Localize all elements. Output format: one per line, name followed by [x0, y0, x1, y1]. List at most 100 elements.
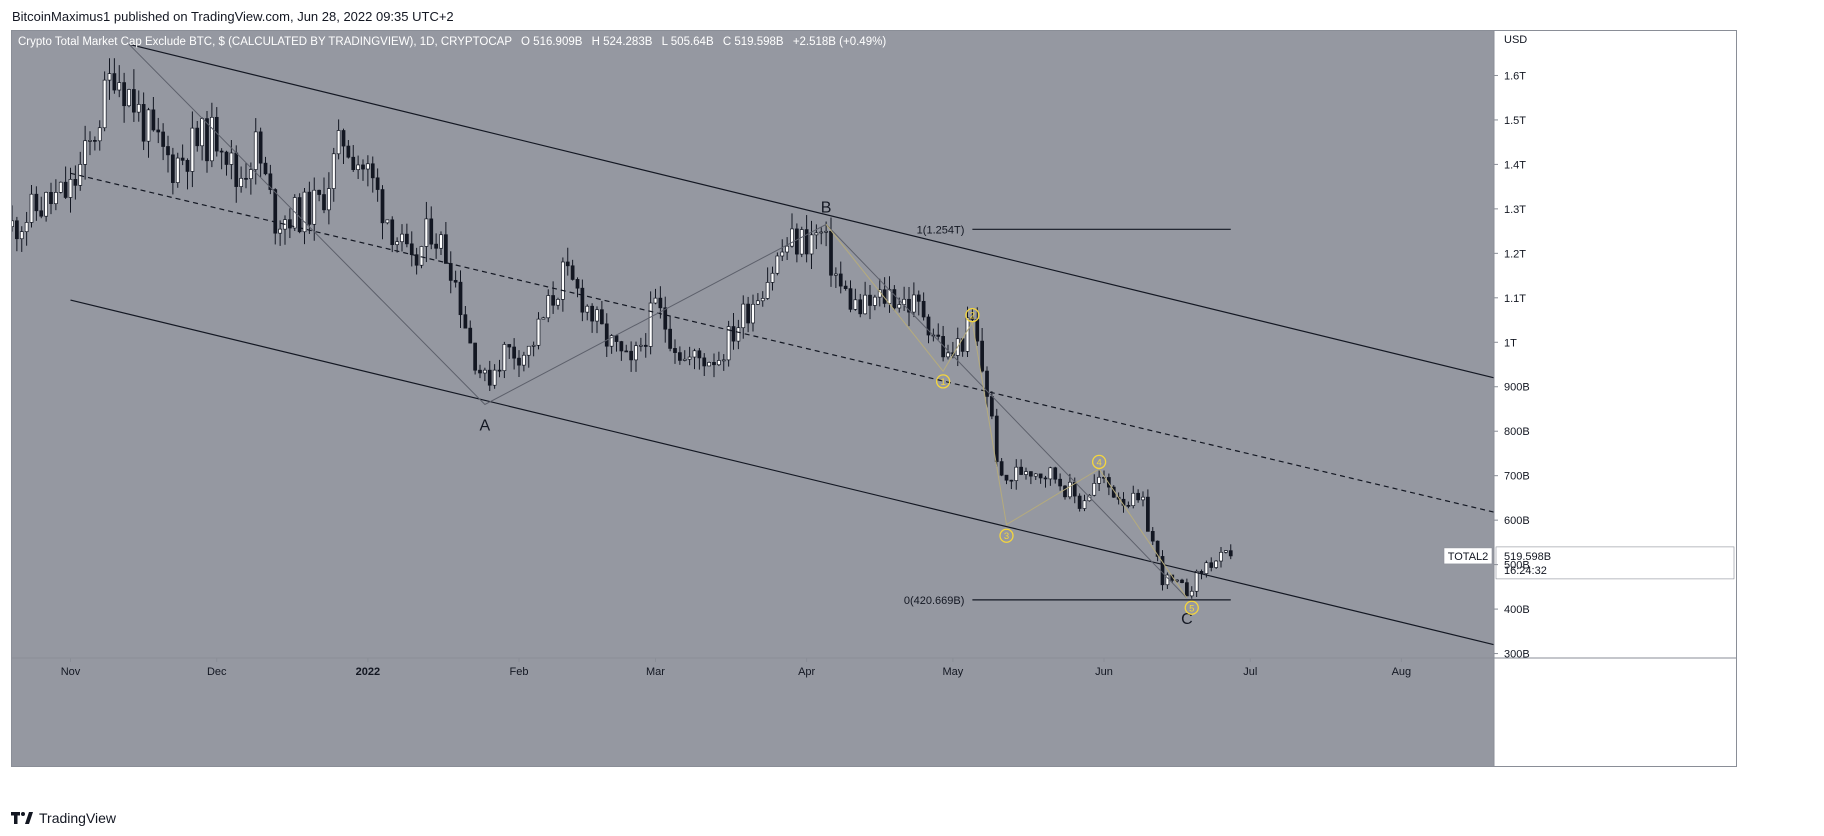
time-tick-label: Apr [798, 666, 815, 678]
candle-body [614, 335, 619, 342]
candle-body [180, 157, 185, 161]
impulse-label-circle [965, 308, 980, 323]
candle-body [366, 163, 370, 170]
candle-body [117, 82, 122, 91]
candle-body [707, 362, 711, 367]
impulse-label-5: 5 [1189, 603, 1194, 614]
candle-body [1038, 473, 1043, 479]
candle-body [49, 191, 53, 205]
candle-body [985, 370, 989, 397]
candle-body [946, 352, 950, 358]
tradingview-footer[interactable]: TradingView [11, 808, 116, 828]
candle-body [799, 229, 804, 255]
candle-body [541, 317, 546, 320]
candle-body [453, 280, 458, 283]
candle-body [575, 279, 580, 289]
candle-body [1150, 531, 1155, 542]
candle-body [107, 73, 112, 81]
candle-body [63, 181, 68, 198]
time-tick-label: May [942, 666, 963, 678]
channel-upper-line [128, 43, 1495, 379]
candle-body [1024, 471, 1028, 475]
candle-body [327, 188, 331, 211]
candle-body [658, 297, 663, 309]
candle-body [1170, 574, 1175, 581]
candle-body [756, 300, 760, 305]
candle-body [317, 189, 321, 195]
chart-frame[interactable]: 1(1.254T) 0(420.669B) A B C 1 2 3 4 5 TOTAL2 519.59… [10, 30, 1737, 767]
candle-body [1131, 492, 1136, 506]
candle-body [819, 231, 824, 234]
candle-body [1077, 495, 1082, 509]
candle-body [795, 228, 799, 255]
candle-body [736, 327, 741, 342]
time-tick-label: Nov [61, 666, 81, 678]
candle-body [122, 82, 126, 107]
candle-body [136, 104, 141, 113]
wave-label-c: C [1181, 611, 1193, 628]
candle-body [502, 344, 507, 372]
candle-body [858, 299, 863, 315]
candle-body [44, 191, 48, 217]
candle-body [151, 109, 156, 131]
time-tick-label: Jul [1243, 666, 1257, 678]
candle-body [746, 303, 750, 324]
candle-body [912, 294, 916, 313]
candle-body [83, 140, 87, 165]
candle-body [1009, 479, 1014, 482]
candle-body [224, 151, 229, 165]
candle-body [88, 140, 92, 142]
candle-body [775, 255, 780, 274]
candle-body [102, 79, 107, 129]
candle-body [600, 309, 604, 325]
candle-body [760, 298, 765, 302]
candle-body [409, 243, 414, 256]
candle-body [268, 173, 273, 190]
candle-body [288, 219, 292, 229]
candle-body [234, 152, 239, 187]
price-tick-label: 300B [1504, 649, 1530, 661]
candle-body [663, 307, 668, 330]
candle-body [1214, 560, 1218, 568]
price-axis-background[interactable] [1494, 31, 1736, 766]
candle-body [697, 350, 702, 359]
time-tick-label: Feb [510, 666, 529, 678]
candle-body [253, 131, 258, 170]
price-tick-label: 1.6T [1504, 70, 1526, 82]
candle-body [439, 234, 443, 249]
candle-body [390, 219, 395, 246]
candle-body [668, 328, 672, 349]
impulse-label-circle [999, 528, 1014, 543]
candle-body [210, 116, 214, 162]
candle-body [580, 287, 585, 313]
candle-body [395, 241, 399, 246]
candle-body [834, 273, 838, 276]
candle-body [507, 344, 512, 348]
candle-body [249, 169, 253, 180]
candle-body [809, 234, 814, 255]
candle-body [1033, 473, 1038, 477]
candle-body [1141, 496, 1145, 501]
candle-body [907, 298, 911, 313]
candle-body [166, 146, 170, 156]
symbol-badge [1443, 547, 1493, 565]
candle-body [843, 285, 848, 290]
candle-body [34, 193, 39, 212]
candle-body [561, 261, 565, 300]
candle-body [1092, 483, 1097, 496]
price-badge [1495, 546, 1735, 580]
candle-body [604, 323, 609, 347]
published-by-header: BitcoinMaximus1 published on TradingView… [12, 9, 454, 24]
tradingview-logo-icon [11, 812, 33, 824]
candlestick-chart[interactable]: 1(1.254T) 0(420.669B) A B C 1 2 3 4 5 TOTAL2 519.59… [10, 31, 1736, 766]
price-tick-label: 700B [1504, 471, 1530, 483]
candle-body [648, 302, 653, 347]
price-tick-label: 400B [1504, 604, 1530, 616]
candle-body [512, 346, 516, 359]
candle-body [526, 345, 531, 356]
impulse-label-3: 3 [1004, 531, 1009, 542]
candle-body [385, 219, 390, 224]
candle-body [205, 118, 209, 162]
price-tick-label: 1.4T [1504, 159, 1526, 171]
candle-body [629, 350, 633, 361]
